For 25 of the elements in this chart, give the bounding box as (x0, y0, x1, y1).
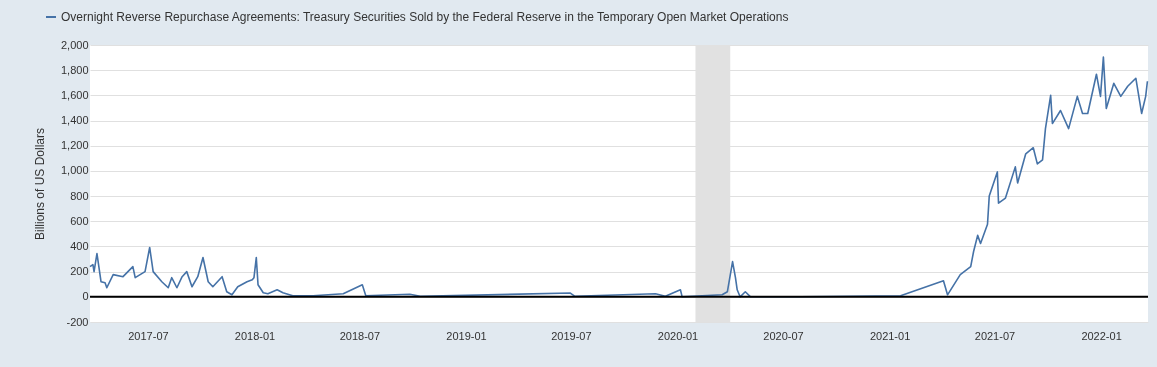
y-tick-label: -200 (66, 315, 89, 328)
y-tick-label: 200 (70, 265, 89, 278)
y-tick-label: 0 (82, 290, 89, 303)
x-tick-label: 2022-01 (1081, 329, 1122, 342)
y-tick-label: 1,200 (60, 139, 89, 152)
y-tick-label: 800 (70, 189, 89, 202)
x-tick-label: 2020-01 (657, 329, 699, 342)
x-tick-label: 2021-01 (869, 329, 911, 342)
x-tick-label: 2019-01 (446, 329, 487, 342)
y-tick-label: 1,800 (60, 63, 89, 76)
legend-label: Overnight Reverse Repurchase Agreements: Treasury Securities Sold by the Federal Reserve in the Temporary Open Market Operations (61, 10, 789, 24)
line-series (89, 56, 1149, 298)
y-tick-label: 1,400 (60, 114, 89, 127)
y-tick-label: 2,000 (60, 38, 89, 51)
x-tick-label: 2019-07 (551, 329, 592, 342)
y-tick-label: 1,600 (60, 88, 89, 101)
x-tick-label: 2020-07 (763, 329, 804, 342)
x-tick-label: 2021-07 (974, 329, 1016, 342)
x-tick-label: 2017-07 (128, 329, 169, 342)
y-tick-label: 1,000 (60, 164, 89, 177)
x-tick-label: 2018-07 (339, 329, 381, 342)
y-tick-label: 600 (70, 214, 89, 227)
y-tick-label: 400 (70, 239, 89, 252)
y-axis-title: Billions of US Dollars (32, 127, 47, 241)
x-tick-label: 2018-01 (234, 329, 276, 342)
